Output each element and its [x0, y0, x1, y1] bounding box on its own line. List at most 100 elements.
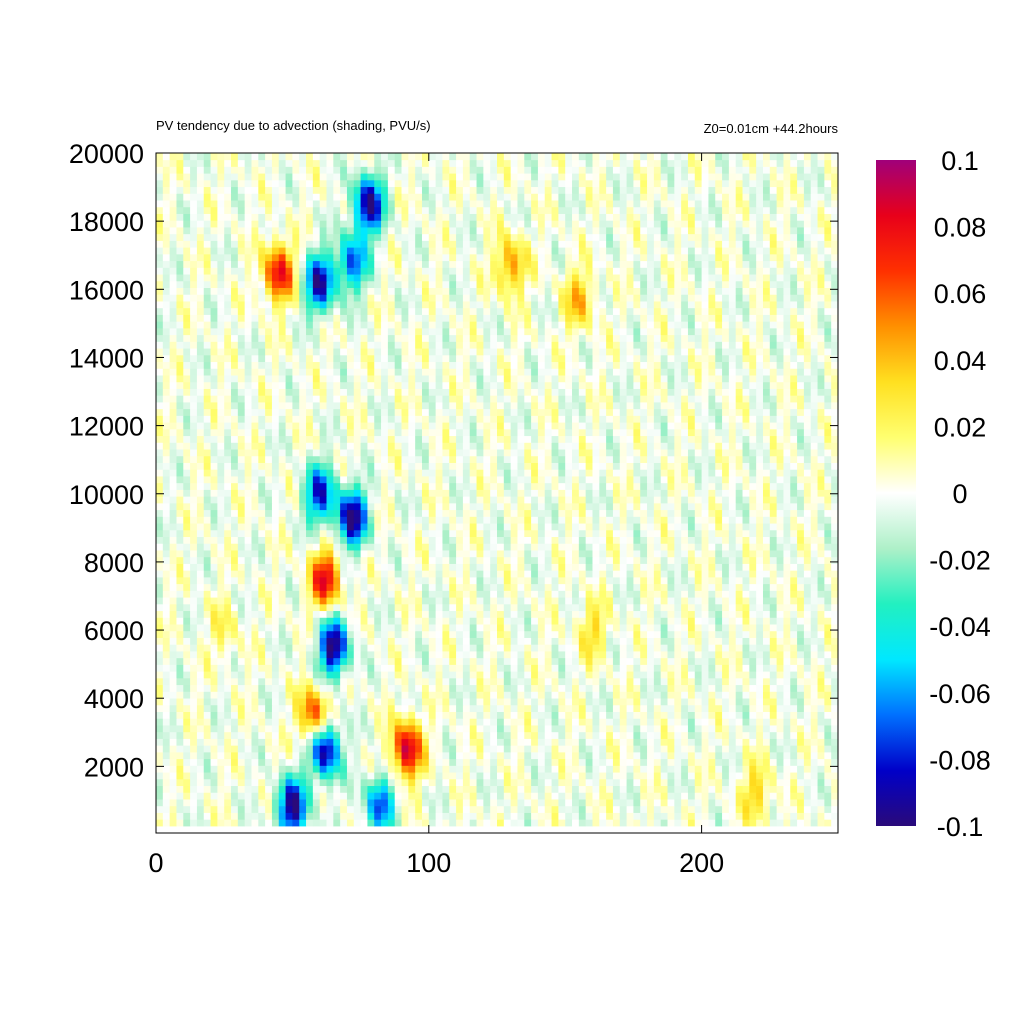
heatmap-cell — [367, 576, 375, 585]
heatmap-cell — [442, 529, 450, 538]
heatmap-cell — [435, 772, 443, 780]
heatmap-cell — [251, 704, 259, 712]
heatmap-cell — [319, 570, 327, 578]
heatmap-cell — [469, 785, 477, 793]
heatmap-cell — [415, 617, 423, 625]
heatmap-cell — [346, 597, 355, 605]
heatmap-cell — [176, 671, 184, 679]
heatmap-cell — [749, 805, 757, 813]
heatmap-cell — [803, 704, 812, 712]
heatmap-cell — [503, 751, 512, 760]
heatmap-cell — [237, 590, 246, 598]
heatmap-cell — [817, 556, 825, 564]
heatmap-cell — [210, 536, 218, 544]
heatmap-cell — [674, 637, 682, 645]
heatmap-cell — [701, 691, 709, 699]
heatmap-cell — [817, 624, 825, 632]
heatmap-cell — [156, 644, 164, 652]
heatmap-cell — [210, 785, 218, 793]
heatmap-cell — [660, 691, 668, 699]
heatmap-cell — [694, 550, 702, 558]
heatmap-cell — [701, 758, 709, 766]
heatmap-cell — [640, 671, 648, 679]
heatmap-cell — [306, 772, 314, 780]
heatmap-cell — [210, 630, 218, 638]
heatmap-cell — [231, 583, 239, 591]
heatmap-cell — [435, 698, 443, 706]
heatmap-cell — [312, 603, 321, 612]
heatmap-cell — [585, 489, 593, 497]
heatmap-cell — [510, 684, 518, 692]
heatmap-cell — [183, 576, 191, 585]
heatmap-cell — [224, 509, 232, 517]
heatmap-cell — [312, 805, 321, 813]
heatmap-cell — [408, 792, 416, 800]
heatmap-cell — [483, 603, 491, 612]
heatmap-cell — [606, 805, 614, 813]
heatmap-cell — [340, 677, 348, 686]
heatmap-cell — [271, 778, 280, 787]
heatmap-cell — [687, 523, 696, 531]
heatmap-cell — [653, 792, 662, 800]
heatmap-cell — [790, 684, 798, 692]
heatmap-cell — [360, 738, 368, 746]
heatmap-cell — [565, 772, 573, 780]
heatmap-cell — [701, 671, 709, 679]
heatmap-cell — [456, 819, 464, 827]
heatmap-cell — [797, 610, 805, 618]
heatmap-cell — [456, 657, 464, 665]
heatmap-cell — [783, 563, 791, 571]
heatmap-cell — [572, 624, 580, 632]
heatmap-cell — [619, 624, 627, 632]
heatmap-cell — [231, 805, 239, 813]
heatmap-cell — [401, 590, 409, 598]
heatmap-cell — [537, 745, 546, 753]
heatmap-cell — [585, 772, 593, 780]
heatmap-cell — [231, 651, 239, 659]
heatmap-cell — [421, 489, 430, 497]
heatmap-cell — [210, 778, 218, 787]
heatmap-cell — [537, 536, 546, 544]
heatmap-cell — [449, 570, 457, 578]
heatmap-cell — [346, 637, 355, 645]
heatmap-cell — [326, 637, 334, 645]
heatmap-cell — [537, 630, 546, 638]
heatmap-cell — [312, 496, 321, 504]
heatmap-cell — [749, 637, 757, 645]
heatmap-cell — [217, 765, 225, 773]
heatmap-cell — [251, 745, 259, 753]
heatmap-cell — [715, 509, 723, 517]
heatmap-cell — [367, 644, 375, 652]
heatmap-cell — [203, 570, 211, 578]
heatmap-cell — [449, 711, 457, 719]
heatmap-cell — [585, 644, 593, 652]
heatmap-cell — [497, 516, 505, 524]
heatmap-cell — [203, 718, 211, 726]
heatmap-cell — [640, 496, 648, 504]
heatmap-cell — [340, 651, 348, 659]
heatmap-cell — [428, 502, 437, 511]
heatmap-cell — [599, 590, 607, 598]
heatmap-cell — [722, 489, 730, 497]
heatmap-cell — [667, 745, 675, 753]
heatmap-cell — [306, 496, 314, 504]
heatmap-cell — [537, 765, 546, 773]
heatmap-cell — [442, 603, 450, 612]
heatmap-cell — [776, 624, 784, 632]
heatmap-cell — [831, 570, 838, 578]
heatmap-cell — [531, 637, 539, 645]
heatmap-cell — [776, 657, 784, 665]
heatmap-cell — [810, 496, 818, 504]
heatmap-cell — [196, 576, 205, 585]
heatmap-cell — [544, 563, 552, 571]
heatmap-cell — [244, 556, 252, 564]
heatmap-cell — [415, 536, 423, 544]
heatmap-cell — [176, 630, 184, 638]
heatmap-cell — [694, 556, 702, 564]
heatmap-cell — [728, 630, 737, 638]
heatmap-cell — [776, 792, 784, 800]
heatmap-cell — [292, 590, 300, 598]
heatmap-cell — [415, 516, 423, 524]
heatmap-cell — [551, 738, 559, 746]
heatmap-cell — [660, 550, 668, 558]
